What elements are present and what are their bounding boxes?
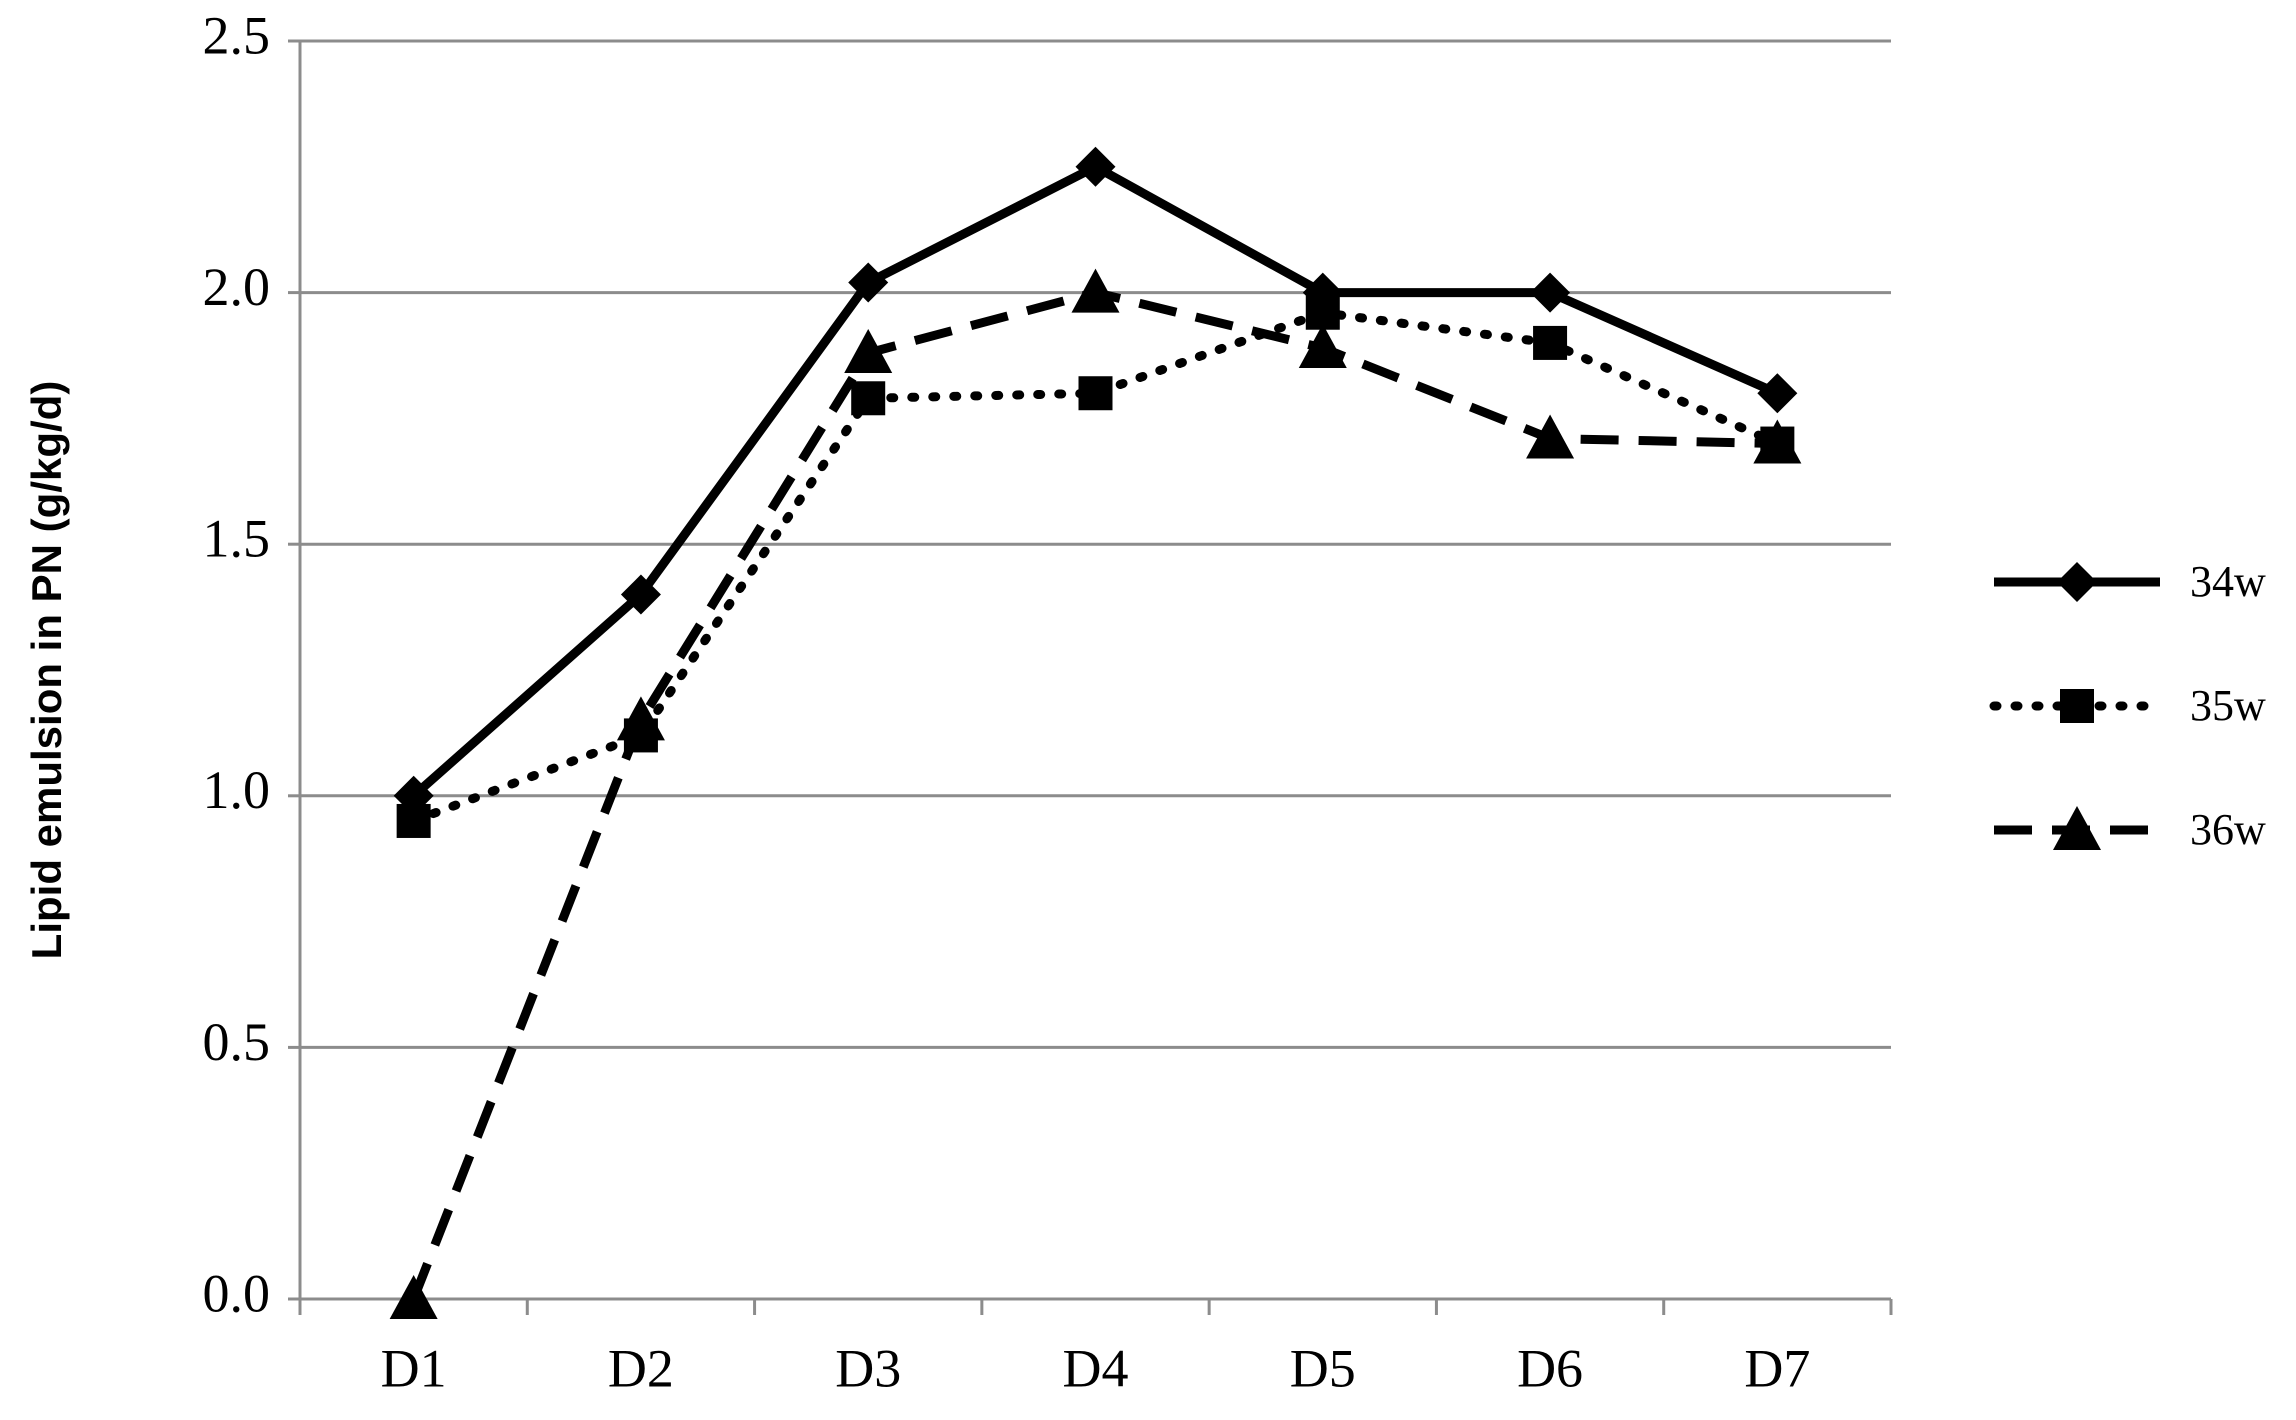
x-tick-label: D7	[1744, 1338, 1810, 1398]
data-point	[1530, 272, 1571, 313]
data-point	[396, 803, 431, 838]
legend-marker	[2060, 689, 2094, 723]
data-point	[1078, 376, 1113, 411]
data-point	[1533, 325, 1568, 360]
data-point	[844, 328, 893, 373]
data-point	[1526, 414, 1575, 459]
legend-marker	[2057, 562, 2097, 602]
legend-label: 35w	[2190, 681, 2266, 730]
y-tick-label: 2.5	[203, 5, 271, 65]
x-tick-label: D6	[1517, 1338, 1583, 1398]
legend-label: 34w	[2190, 557, 2266, 606]
x-tick-label: D4	[1063, 1338, 1129, 1398]
x-tick-label: D5	[1290, 1338, 1356, 1398]
legend-marker	[2053, 806, 2101, 850]
y-tick-label: 1.0	[203, 760, 271, 820]
y-axis-title: Lipid emulsion in PN (g/kg/d)	[23, 381, 70, 960]
data-point	[389, 1275, 438, 1319]
y-tick-label: 0.5	[203, 1012, 271, 1072]
data-point	[851, 381, 886, 416]
data-point	[616, 696, 665, 741]
data-point	[1298, 323, 1347, 368]
series-line	[410, 162, 1780, 800]
data-point	[620, 574, 661, 615]
data-point	[1075, 146, 1116, 187]
x-tick-label: D1	[381, 1338, 447, 1398]
y-tick-label: 2.0	[203, 257, 271, 317]
y-tick-label: 1.5	[203, 509, 271, 569]
legend-label: 36w	[2190, 805, 2266, 854]
x-tick-label: D2	[608, 1338, 674, 1398]
data-point	[1071, 268, 1120, 313]
x-tick-label: D3	[835, 1338, 901, 1398]
y-tick-label: 0.0	[203, 1263, 271, 1323]
data-point	[1757, 373, 1798, 414]
data-point	[848, 262, 889, 303]
data-point	[1753, 419, 1802, 464]
